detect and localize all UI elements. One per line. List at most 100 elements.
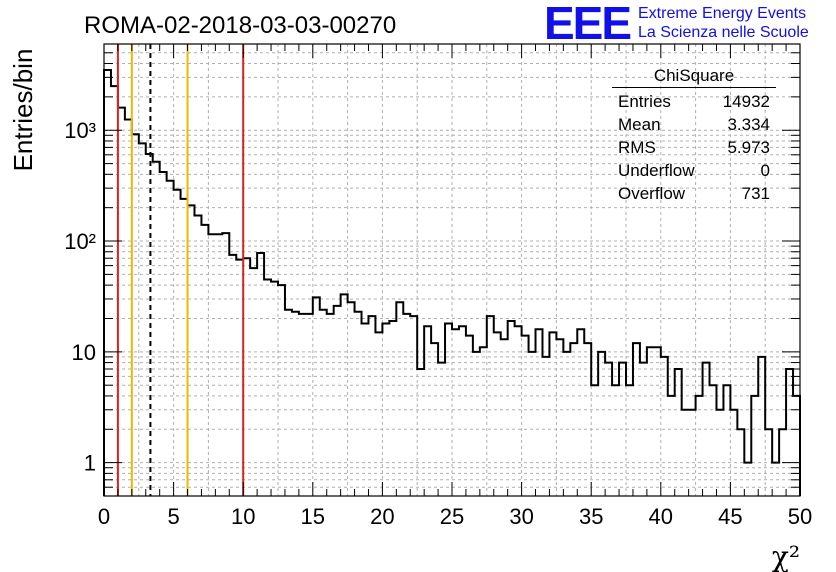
stats-label: RMS bbox=[618, 138, 656, 157]
histogram-bin bbox=[243, 258, 250, 496]
histogram-bin bbox=[501, 339, 508, 496]
histogram-bin bbox=[431, 343, 438, 496]
stats-row-rms: RMS 5.973 bbox=[612, 136, 776, 159]
x-tick-label: 15 bbox=[301, 504, 325, 529]
stats-value: 3.334 bbox=[727, 115, 770, 134]
histogram-bin bbox=[174, 190, 181, 496]
histogram-bin bbox=[208, 234, 215, 496]
x-tick-label: 40 bbox=[649, 504, 673, 529]
histogram-bin bbox=[362, 324, 369, 496]
histogram-bin bbox=[744, 463, 751, 496]
histogram-bin bbox=[278, 285, 285, 496]
histogram-bin bbox=[424, 326, 431, 496]
histogram-bin bbox=[466, 336, 473, 496]
logo-line-2: La Scienza nelle Scuole bbox=[638, 24, 809, 41]
histogram-bin bbox=[591, 385, 598, 496]
histogram-bin bbox=[716, 410, 723, 496]
histogram-bin bbox=[633, 343, 640, 496]
histogram-bin bbox=[417, 369, 424, 496]
histogram-bin bbox=[104, 70, 111, 496]
histogram-bin bbox=[459, 326, 466, 496]
histogram-bin bbox=[640, 363, 647, 496]
histogram-bin bbox=[675, 369, 682, 496]
y-tick-label: 10³ bbox=[64, 118, 96, 143]
histogram-bin bbox=[368, 316, 375, 496]
stats-box: ChiSquare Entries 14932 Mean 3.334 RMS 5… bbox=[612, 66, 776, 205]
x-tick-label: 0 bbox=[98, 504, 110, 529]
histogram-bin bbox=[619, 363, 626, 496]
histogram-bin bbox=[271, 282, 278, 496]
histogram-bin bbox=[772, 463, 779, 496]
histogram-bin bbox=[549, 332, 556, 496]
histogram-bin bbox=[598, 352, 605, 496]
histogram-bin bbox=[355, 312, 362, 496]
histogram-bin bbox=[668, 396, 675, 496]
histogram-bin bbox=[222, 233, 229, 496]
histogram-bin bbox=[494, 332, 501, 496]
stats-value: 731 bbox=[741, 184, 770, 203]
stats-row-entries: Entries 14932 bbox=[612, 90, 776, 113]
eee-logo: EEE bbox=[544, 0, 632, 49]
histogram-bin bbox=[118, 108, 125, 496]
histogram-bin bbox=[438, 363, 445, 496]
histogram-bin bbox=[661, 357, 668, 496]
histogram-series bbox=[103, 68, 801, 496]
histogram-bin bbox=[612, 385, 619, 496]
logo-line-1: Extreme Energy Events bbox=[638, 5, 807, 22]
stats-value: 0 bbox=[760, 161, 770, 180]
histogram-bin bbox=[320, 310, 327, 496]
histogram-bin bbox=[292, 312, 299, 496]
histogram-bin bbox=[529, 352, 536, 496]
histogram-bin bbox=[125, 119, 132, 496]
stats-label: Overflow bbox=[618, 184, 686, 203]
x-tick-label: 50 bbox=[788, 504, 812, 529]
stats-label: Underflow bbox=[618, 161, 695, 180]
stats-value: 14932 bbox=[722, 92, 770, 111]
histogram-bin bbox=[751, 396, 758, 496]
stats-row-underflow: Underflow 0 bbox=[612, 159, 776, 182]
histogram-bin bbox=[306, 314, 313, 496]
x-tick-label: 45 bbox=[718, 504, 742, 529]
histogram-bin bbox=[236, 260, 243, 496]
histogram-bin bbox=[257, 253, 264, 496]
histogram-bin bbox=[410, 316, 417, 496]
histogram-bin bbox=[250, 268, 257, 496]
histogram-bin bbox=[480, 347, 487, 496]
stats-row-overflow: Overflow 731 bbox=[612, 182, 776, 205]
stats-value: 5.973 bbox=[727, 138, 770, 157]
histogram-bin bbox=[515, 326, 522, 496]
histogram-bin bbox=[654, 347, 661, 496]
histogram-bin bbox=[765, 429, 772, 496]
histogram-bin bbox=[181, 199, 188, 496]
histogram-bin bbox=[786, 369, 793, 496]
histogram-bin bbox=[508, 321, 515, 496]
histogram-bin bbox=[584, 343, 591, 496]
stats-header: ChiSquare bbox=[612, 66, 776, 88]
histogram-bin bbox=[194, 215, 201, 496]
stats-label: Entries bbox=[618, 92, 671, 111]
histogram-bin bbox=[375, 332, 382, 496]
histogram-bin bbox=[188, 205, 195, 496]
chart-title: ROMA-02-2018-03-03-00270 bbox=[84, 12, 397, 39]
histogram-bin bbox=[696, 396, 703, 496]
stats-row-mean: Mean 3.334 bbox=[612, 113, 776, 136]
x-tick-label: 25 bbox=[440, 504, 464, 529]
histogram-bin bbox=[382, 324, 389, 496]
histogram-bin bbox=[229, 255, 236, 496]
histogram-bin bbox=[647, 347, 654, 496]
histogram-bin bbox=[452, 329, 459, 496]
histogram-bin bbox=[556, 339, 563, 496]
logo-text: Extreme Energy Events La Scienza nelle S… bbox=[638, 4, 809, 42]
histogram-bin bbox=[348, 302, 355, 496]
y-tick-label: 10² bbox=[64, 229, 96, 254]
histogram-bin bbox=[327, 314, 334, 496]
histogram-bin bbox=[703, 363, 710, 496]
histogram-bin bbox=[542, 357, 549, 496]
histogram-bin bbox=[341, 294, 348, 496]
histogram-bin bbox=[758, 357, 765, 496]
histogram-bin bbox=[682, 410, 689, 496]
histogram-bin bbox=[299, 314, 306, 496]
histogram-bin bbox=[396, 302, 403, 496]
histogram-bin bbox=[522, 336, 529, 496]
